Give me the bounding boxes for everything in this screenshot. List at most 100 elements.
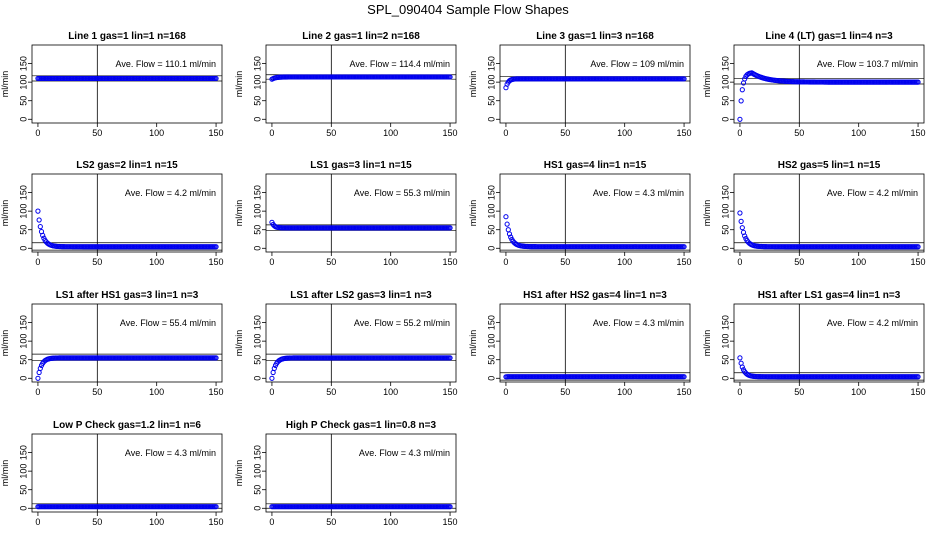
x-tick-label: 150 <box>443 387 458 397</box>
y-tick-label: 150 <box>252 445 262 460</box>
y-tick-label: 50 <box>720 225 730 235</box>
y-tick-label: 50 <box>252 355 262 365</box>
y-tick-label: 0 <box>720 246 730 251</box>
y-tick-label: 0 <box>18 246 28 251</box>
y-axis-label: ml/min <box>234 330 244 357</box>
y-tick-label: 0 <box>720 117 730 122</box>
data-points <box>503 214 687 250</box>
y-tick-label: 100 <box>486 204 496 219</box>
data-point <box>36 369 42 376</box>
plot-panel-9: LS1 after HS1 gas=3 lin=1 n=3 ml/min 0 50 10… <box>0 290 224 397</box>
panel-title: Line 3 gas=1 lin=3 n=168 <box>536 31 654 42</box>
ave-flow-annotation: Ave. Flow = 4.2 ml/min <box>827 188 918 198</box>
x-tick-label: 50 <box>326 257 336 267</box>
y-tick-label: 150 <box>252 56 262 71</box>
y-tick-label: 100 <box>252 75 262 90</box>
y-tick-label: 150 <box>720 56 730 71</box>
y-tick-label: 0 <box>252 506 262 511</box>
data-point <box>447 225 453 231</box>
data-point <box>737 116 743 122</box>
y-tick-label: 100 <box>252 204 262 219</box>
y-axis-label: ml/min <box>468 330 478 357</box>
panel-frame <box>733 173 925 253</box>
y-tick-label: 0 <box>252 246 262 251</box>
x-tick-label: 100 <box>383 387 398 397</box>
panel-frame <box>499 303 691 383</box>
panel-frame <box>31 433 223 513</box>
ave-flow-annotation: Ave. Flow = 103.7 ml/min <box>817 59 918 69</box>
y-tick-label: 150 <box>252 185 262 200</box>
x-tick-label: 100 <box>149 517 164 527</box>
data-point <box>739 225 745 231</box>
y-tick-label: 0 <box>486 246 496 251</box>
x-tick-label: 0 <box>269 387 274 397</box>
y-tick-label: 50 <box>486 355 496 365</box>
x-tick-label: 0 <box>503 257 508 267</box>
panel-title: LS1 gas=3 lin=1 n=15 <box>310 160 412 171</box>
data-point <box>35 208 41 214</box>
data-points <box>737 210 921 250</box>
plot-panel-11: HS1 after HS2 gas=4 lin=1 n=3 ml/min 0 50 10… <box>468 290 692 397</box>
panel-title: Line 4 (LT) gas=1 lin=4 n=3 <box>765 31 893 42</box>
data-points <box>35 355 219 381</box>
panel-title: LS1 after LS2 gas=3 lin=1 n=3 <box>290 290 432 301</box>
x-tick-label: 150 <box>443 257 458 267</box>
y-tick-label: 50 <box>486 96 496 106</box>
x-tick-label: 150 <box>443 128 458 138</box>
x-tick-label: 0 <box>269 128 274 138</box>
data-point <box>915 244 921 250</box>
y-axis-label: ml/min <box>0 200 10 227</box>
x-tick-label: 0 <box>35 517 40 527</box>
y-tick-label: 100 <box>486 75 496 90</box>
plot-panel-1: Line 1 gas=1 lin=1 n=168 ml/min 0 50 100 150 0… <box>0 31 224 138</box>
y-tick-label: 150 <box>486 185 496 200</box>
y-tick-label: 50 <box>252 96 262 106</box>
y-tick-label: 150 <box>18 56 28 71</box>
x-tick-label: 150 <box>677 387 692 397</box>
x-tick-label: 150 <box>677 128 692 138</box>
x-tick-label: 100 <box>851 387 866 397</box>
y-axis-label: ml/min <box>468 71 478 98</box>
y-tick-label: 150 <box>18 185 28 200</box>
y-axis-label: ml/min <box>234 71 244 98</box>
x-tick-label: 100 <box>383 257 398 267</box>
y-tick-label: 100 <box>720 75 730 90</box>
x-tick-label: 50 <box>92 257 102 267</box>
panel-title: HS2 gas=5 lin=1 n=15 <box>778 160 881 171</box>
x-tick-label: 150 <box>209 387 224 397</box>
panels-group: Line 1 gas=1 lin=1 n=168 ml/min 0 50 100 150 0… <box>0 31 926 527</box>
y-tick-label: 50 <box>252 485 262 495</box>
panel-title: HS1 after LS1 gas=4 lin=1 n=3 <box>758 290 901 301</box>
x-tick-label: 50 <box>92 128 102 138</box>
panel-frame <box>265 303 457 383</box>
y-tick-label: 0 <box>18 376 28 381</box>
y-tick-label: 0 <box>720 376 730 381</box>
data-point <box>213 75 219 82</box>
panel-frame <box>265 433 457 513</box>
data-points <box>35 75 219 82</box>
y-tick-label: 100 <box>720 204 730 219</box>
data-point <box>213 504 219 510</box>
data-point <box>740 80 747 86</box>
x-tick-label: 0 <box>35 257 40 267</box>
y-axis-label: ml/min <box>234 200 244 227</box>
data-point <box>213 355 219 361</box>
y-tick-label: 150 <box>18 445 28 460</box>
data-point <box>271 365 277 371</box>
y-axis-label: ml/min <box>0 460 10 487</box>
ave-flow-annotation: Ave. Flow = 109 ml/min <box>590 59 684 69</box>
ave-flow-annotation: Ave. Flow = 110.1 ml/min <box>116 59 216 69</box>
data-point <box>739 364 745 370</box>
x-tick-label: 150 <box>911 128 926 138</box>
x-tick-label: 50 <box>560 257 570 267</box>
panel-frame <box>499 44 691 124</box>
x-tick-label: 0 <box>737 257 742 267</box>
x-tick-label: 50 <box>794 128 804 138</box>
x-tick-label: 50 <box>326 128 336 138</box>
x-tick-label: 0 <box>269 257 274 267</box>
ave-flow-annotation: Ave. Flow = 4.3 ml/min <box>359 448 450 458</box>
x-tick-label: 100 <box>149 257 164 267</box>
data-point <box>503 214 509 220</box>
panel-title: High P Check gas=1 lin=0.8 n=3 <box>286 420 437 431</box>
